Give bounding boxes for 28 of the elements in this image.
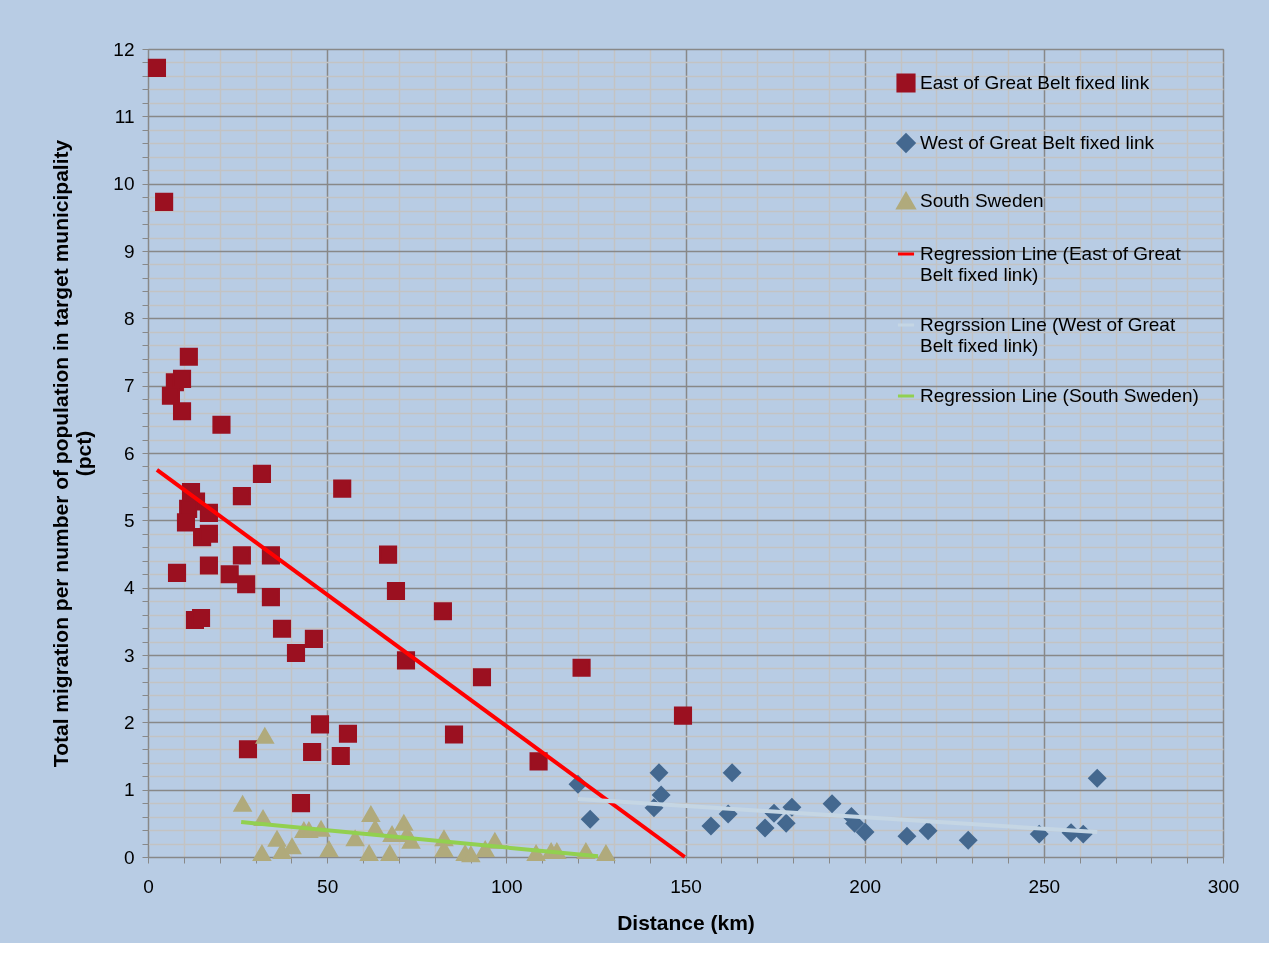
legend-label: West of Great Belt fixed link bbox=[920, 132, 1155, 153]
x-tick-label: 200 bbox=[849, 875, 882, 897]
x-tick-label: 150 bbox=[670, 875, 702, 897]
y-tick-label: 0 bbox=[123, 846, 135, 868]
legend-label: Regrssion Line (West of Great Belt fixed link) bbox=[920, 314, 1176, 356]
y-tick-label: 5 bbox=[123, 509, 135, 531]
y-tick-label: 1 bbox=[123, 779, 135, 801]
x-tick-label: 0 bbox=[143, 875, 154, 897]
y-tick-label: 4 bbox=[123, 577, 135, 599]
y-tick-label: 11 bbox=[114, 105, 135, 127]
legend-label: Regression Line (East of Great Belt fixed link) bbox=[920, 243, 1182, 285]
y-tick-label: 8 bbox=[123, 307, 135, 329]
x-axis-title: Distance (km) bbox=[617, 910, 755, 934]
y-tick-label: 3 bbox=[123, 644, 135, 666]
y-axis-title: Total migration per number of population in target municipality (pct) bbox=[49, 139, 96, 768]
y-tick-label: 2 bbox=[123, 711, 135, 733]
legend-label: East of Great Belt fixed link bbox=[920, 72, 1150, 93]
x-tick-label: 50 bbox=[317, 875, 339, 897]
x-tick-label: 250 bbox=[1028, 875, 1061, 897]
x-tick-label: 100 bbox=[490, 875, 523, 897]
y-tick-label: 9 bbox=[123, 240, 135, 262]
legend-label: South Sweden bbox=[920, 190, 1044, 211]
y-tick-label: 12 bbox=[113, 38, 135, 60]
legend-label: Regression Line (South Sweden) bbox=[920, 385, 1199, 406]
x-tick-label: 300 bbox=[1207, 875, 1240, 897]
y-tick-label: 10 bbox=[113, 173, 135, 195]
y-tick-label: 6 bbox=[123, 442, 135, 464]
y-tick-label: 7 bbox=[123, 375, 135, 397]
